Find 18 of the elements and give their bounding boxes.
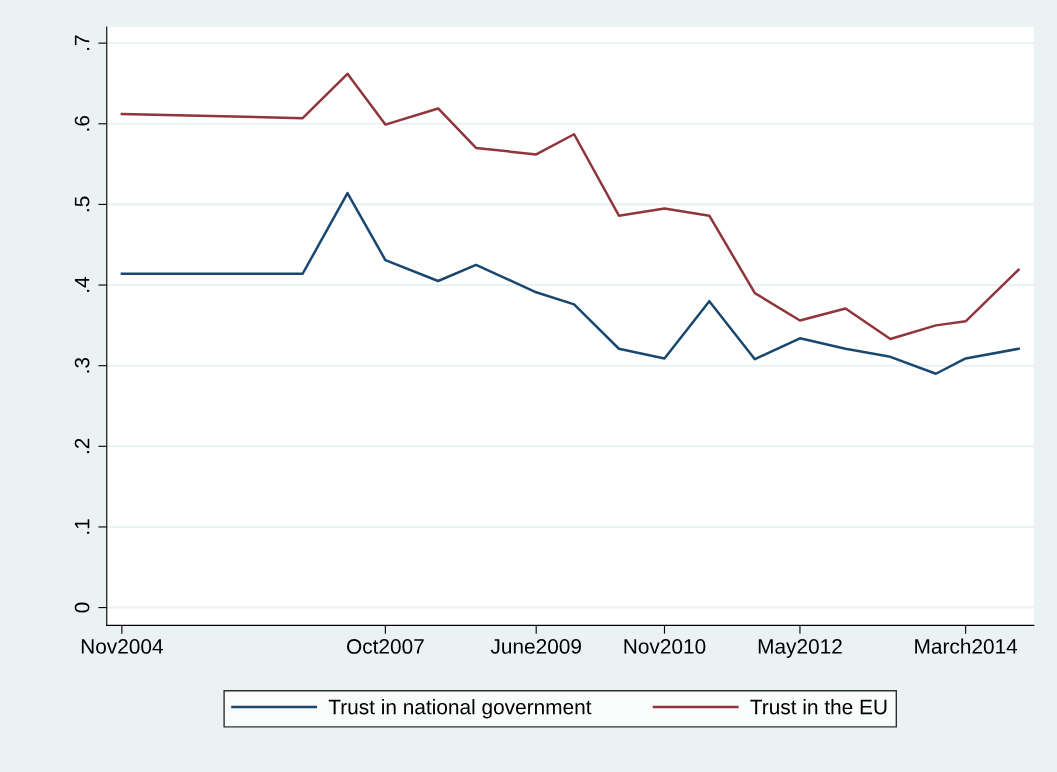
x-tick-label: May2012 xyxy=(758,639,842,658)
line-series xyxy=(120,72,1020,341)
x-tick-label: Nov2004 xyxy=(81,639,163,654)
y-tick-label: .5 xyxy=(74,196,90,212)
legend-label: Trust in the EU xyxy=(750,699,887,715)
y-tick-label: .6 xyxy=(74,116,90,131)
y-tick-label: .1 xyxy=(74,519,90,534)
line-series xyxy=(120,191,1020,375)
y-tick-label: .3 xyxy=(74,357,90,373)
y-tick-label: 0 xyxy=(74,602,90,613)
y-tick-label: .4 xyxy=(74,276,90,292)
x-tick-label: Nov2010 xyxy=(624,639,706,654)
y-tick-label: .7 xyxy=(74,35,90,50)
x-tick-label: Oct2007 xyxy=(346,639,424,654)
legend-label: Trust in national government xyxy=(328,699,592,719)
x-tick-label: June2009 xyxy=(490,639,581,654)
x-tick-label: March2014 xyxy=(915,638,1018,654)
y-tick-label: .2 xyxy=(74,438,90,454)
